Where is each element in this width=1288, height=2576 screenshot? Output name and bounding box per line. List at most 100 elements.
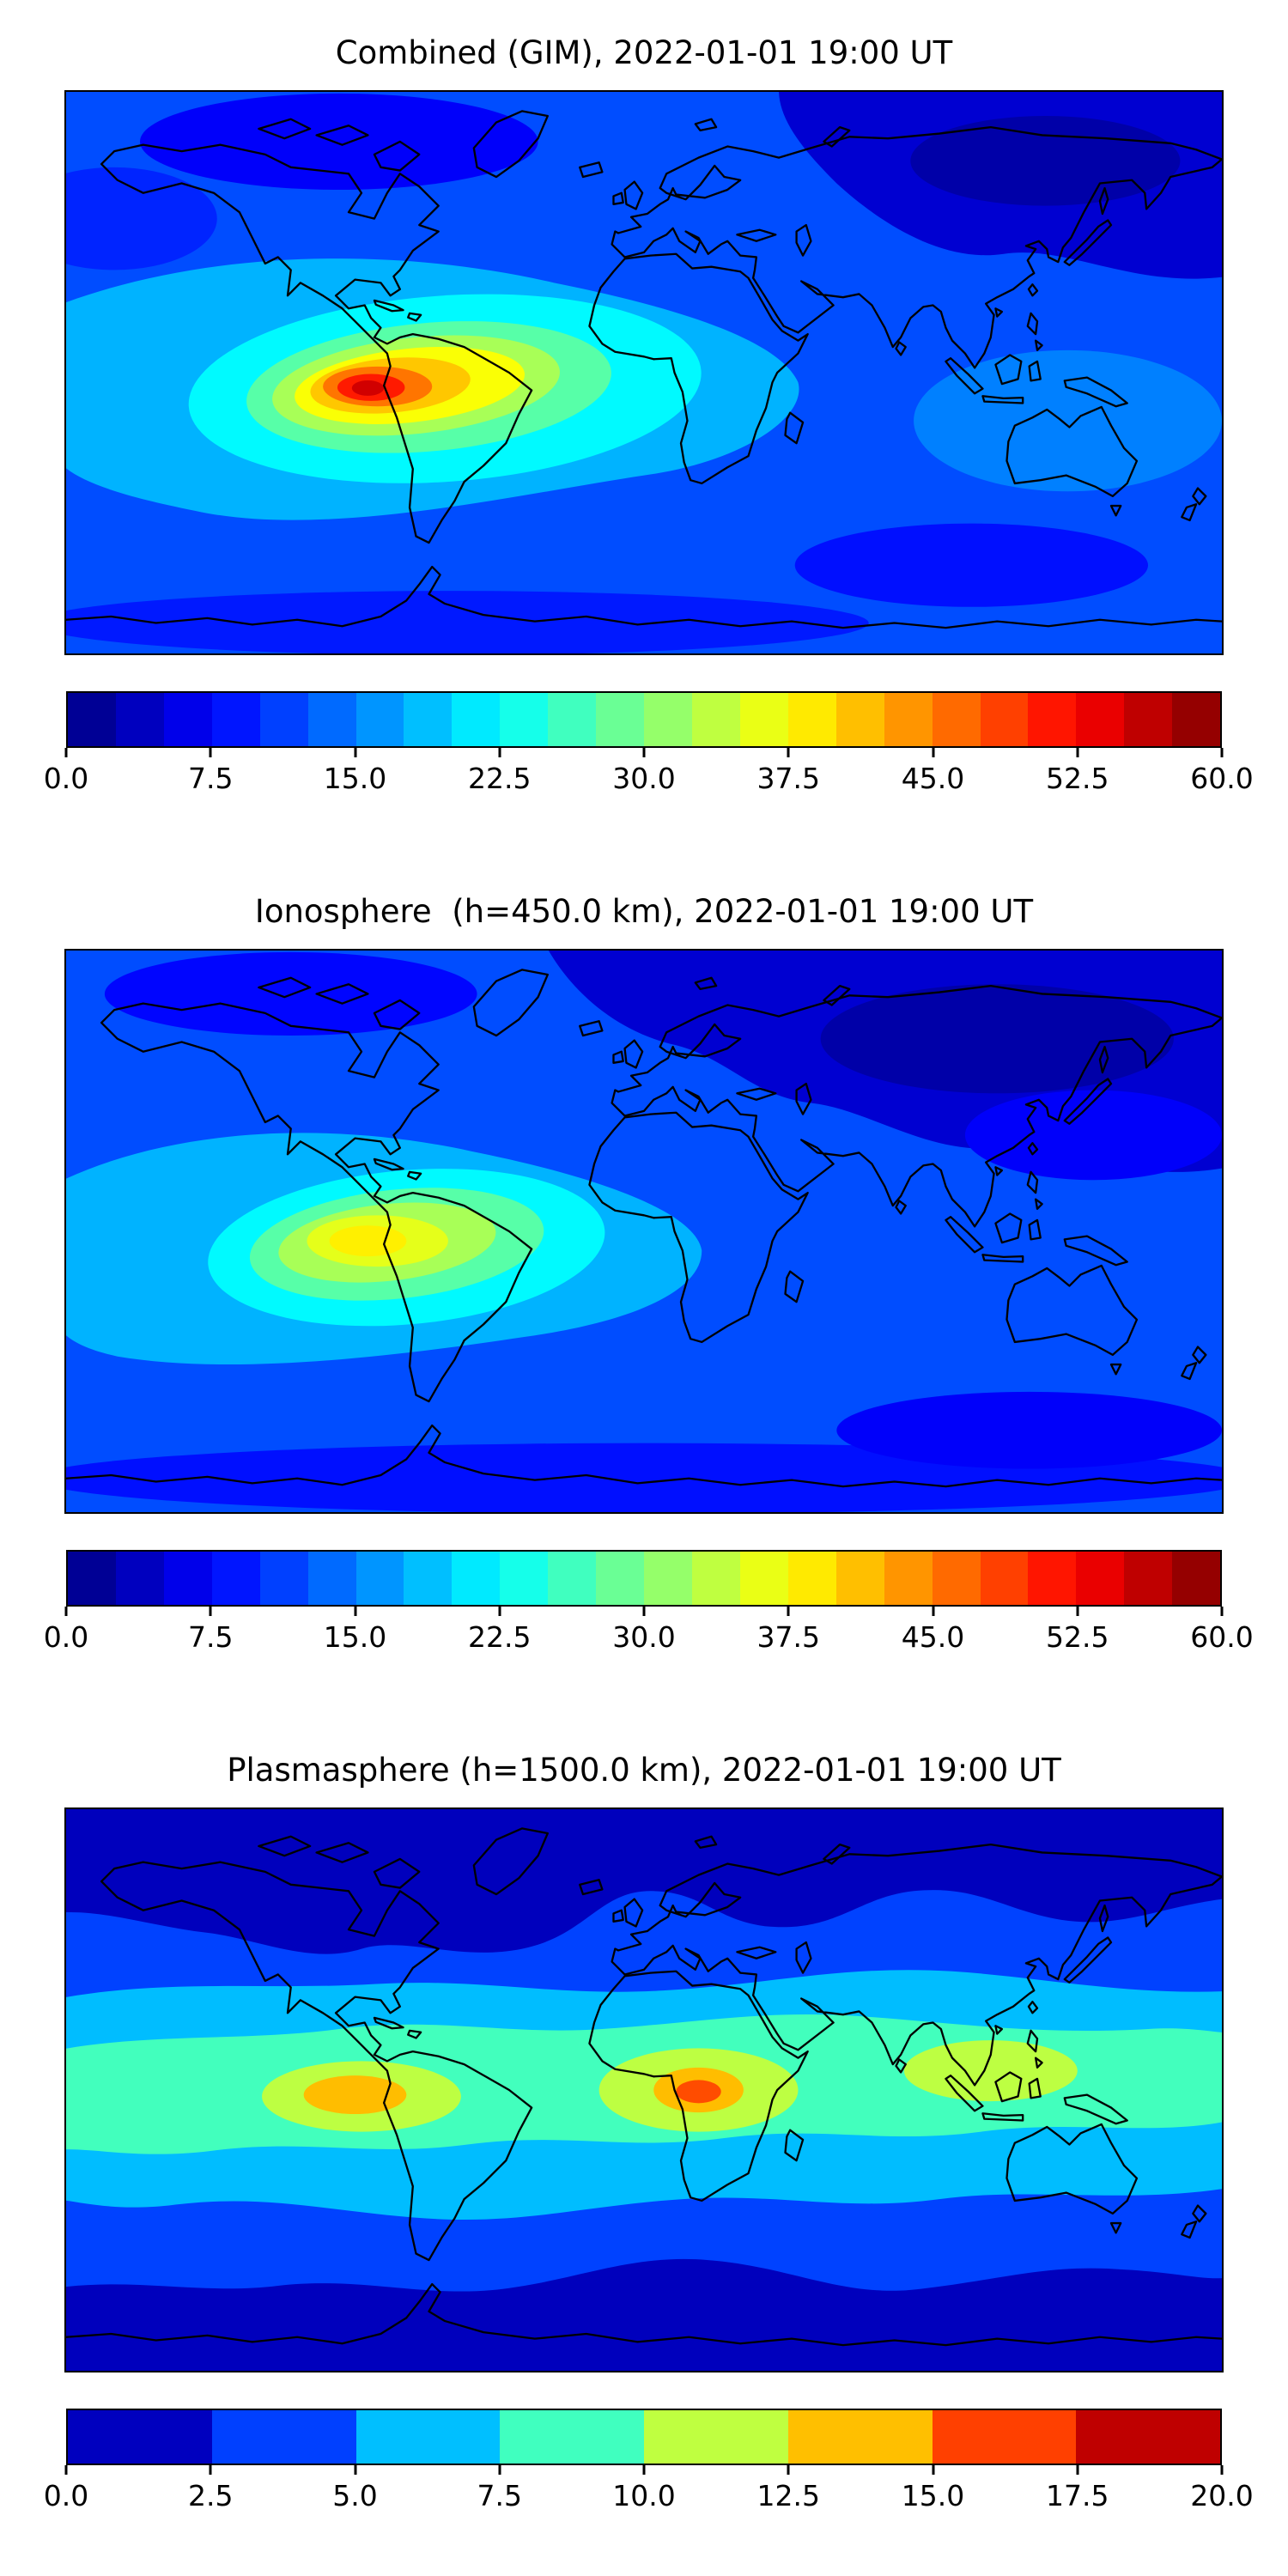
colorbar-block-plasmasphere: 0.0 2.5 5.0 7.5 10.0 12.5 15.0 17.5 20.0 [44, 2409, 1254, 2518]
colorbar-segment [644, 2410, 788, 2464]
colorbar-ticks-ionosphere: 0.0 7.5 15.0 22.5 30.0 37.5 45.0 52.5 60.0 [44, 1607, 1254, 1660]
colorbar-tick-label: 2.5 [188, 2479, 234, 2512]
colorbar-tick-label: 15.0 [323, 1620, 387, 1654]
colorbar-segment [1172, 693, 1221, 746]
colorbar-segment [355, 2410, 501, 2464]
colorbar-tick-label: 52.5 [1046, 1620, 1109, 1654]
colorbar-segment [500, 693, 549, 746]
colorbar-tick-label: 45.0 [901, 1620, 965, 1654]
colorbar-tick-label: 7.5 [477, 2479, 522, 2512]
colorbar-segment [115, 693, 164, 746]
colorbar-tick-mark [64, 1607, 68, 1616]
colorbar-segment [644, 693, 692, 746]
colorbar-tick-mark [354, 748, 356, 757]
map-combined [64, 90, 1224, 655]
panel-plasmasphere: Plasmasphere (h=1500.0 km), 2022-01-01 1… [0, 1717, 1288, 2576]
colorbar-segment [596, 693, 645, 746]
colorbar-segment [163, 1552, 212, 1605]
colorbar-segment [884, 693, 933, 746]
colorbar-segment [68, 2410, 212, 2464]
colorbar-segment [307, 693, 356, 746]
colorbar-segment [452, 693, 501, 746]
colorbar-tick-label: 30.0 [612, 1620, 676, 1654]
colorbar-segment [1124, 1552, 1173, 1605]
contour-band [66, 167, 217, 270]
contour-band [66, 2258, 1222, 2371]
colorbar-tick-mark [642, 1607, 646, 1616]
colorbar-block-combined: 0.0 7.5 15.0 22.5 30.0 37.5 45.0 52.5 60.0 [44, 691, 1254, 801]
colorbar-segment [644, 1552, 692, 1605]
colorbar-tick-label: 60.0 [1190, 762, 1254, 795]
colorbar-tick-mark [932, 748, 934, 757]
map-svg-plasmasphere [66, 1809, 1222, 2371]
colorbar-tick-mark [642, 2465, 646, 2475]
map-ionosphere [64, 949, 1224, 1514]
colorbar-tick-mark [64, 748, 68, 757]
contour-band [794, 523, 1149, 607]
colorbar-ionosphere [66, 1550, 1222, 1607]
colorbar-tick-mark [1220, 2465, 1224, 2475]
colorbar-combined [66, 691, 1222, 748]
colorbar-tick-label: 7.5 [188, 1620, 234, 1654]
colorbar-tick-label: 30.0 [612, 762, 676, 795]
colorbar-segment [739, 1552, 788, 1605]
colorbar-tick-label: 7.5 [188, 762, 234, 795]
colorbar-segment [500, 2410, 644, 2464]
colorbar-tick-label: 15.0 [901, 2479, 965, 2512]
colorbar-segment [835, 693, 884, 746]
panel-title-ionosphere: Ionosphere (h=450.0 km), 2022-01-01 19:0… [254, 893, 1034, 930]
map-plasmasphere [64, 1807, 1224, 2372]
contour-band [910, 116, 1181, 206]
contour-bands-ionosphere [66, 951, 1222, 1512]
colorbar-tick-mark [498, 1607, 501, 1616]
colorbar-tick-mark [787, 2465, 790, 2475]
colorbar-segment [1076, 2410, 1220, 2464]
colorbar-block-ionosphere: 0.0 7.5 15.0 22.5 30.0 37.5 45.0 52.5 60.0 [44, 1550, 1254, 1660]
colorbar-tick-label: 22.5 [468, 1620, 532, 1654]
contour-band [66, 591, 869, 653]
colorbar-segment [787, 693, 836, 746]
contour-band [139, 93, 538, 190]
colorbar-tick-label: 45.0 [901, 762, 965, 795]
colorbar-tick-mark [209, 748, 212, 757]
colorbar-segment [115, 1552, 164, 1605]
colorbar-segment [307, 1552, 356, 1605]
colorbar-tick-label: 37.5 [756, 762, 820, 795]
colorbar-segment [211, 693, 260, 746]
colorbar-tick-label: 17.5 [1046, 2479, 1109, 2512]
colorbar-tick-label: 0.0 [43, 2479, 89, 2512]
colorbar-segment [1076, 693, 1125, 746]
colorbar-ticks-plasmasphere: 0.0 2.5 5.0 7.5 10.0 12.5 15.0 17.5 20.0 [44, 2465, 1254, 2518]
colorbar-tick-label: 12.5 [756, 2479, 820, 2512]
colorbar-segment [1124, 693, 1173, 746]
colorbar-segment [259, 1552, 308, 1605]
colorbar-tick-mark [209, 2465, 212, 2475]
colorbar-segment [452, 1552, 501, 1605]
colorbar-segment [787, 1552, 836, 1605]
contour-band [964, 1090, 1222, 1181]
colorbar-segment [932, 693, 981, 746]
colorbar-plasmasphere [66, 2409, 1222, 2465]
contour-bands-combined [66, 92, 1222, 653]
contour-band [914, 349, 1222, 492]
colorbar-segment [932, 1552, 981, 1605]
map-svg-combined [66, 92, 1222, 653]
colorbar-tick-mark [932, 1607, 934, 1616]
colorbar-segment [1028, 1552, 1077, 1605]
colorbar-tick-label: 0.0 [43, 762, 89, 795]
panel-ionosphere: Ionosphere (h=450.0 km), 2022-01-01 19:0… [0, 859, 1288, 1717]
colorbar-segment [404, 693, 453, 746]
colorbar-segment [1172, 1552, 1221, 1605]
contour-band [903, 2040, 1078, 2102]
colorbar-tick-mark [498, 748, 501, 757]
colorbar-tick-label: 0.0 [43, 1620, 89, 1654]
colorbar-tick-mark [209, 1607, 212, 1616]
colorbar-tick-mark [787, 748, 790, 757]
contour-band [351, 380, 385, 396]
colorbar-segment [1076, 1552, 1125, 1605]
colorbar-segment [739, 693, 788, 746]
colorbar-segment [787, 2410, 933, 2464]
contour-band [836, 1391, 1222, 1469]
colorbar-tick-label: 10.0 [612, 2479, 676, 2512]
colorbar-tick-mark [354, 2465, 356, 2475]
